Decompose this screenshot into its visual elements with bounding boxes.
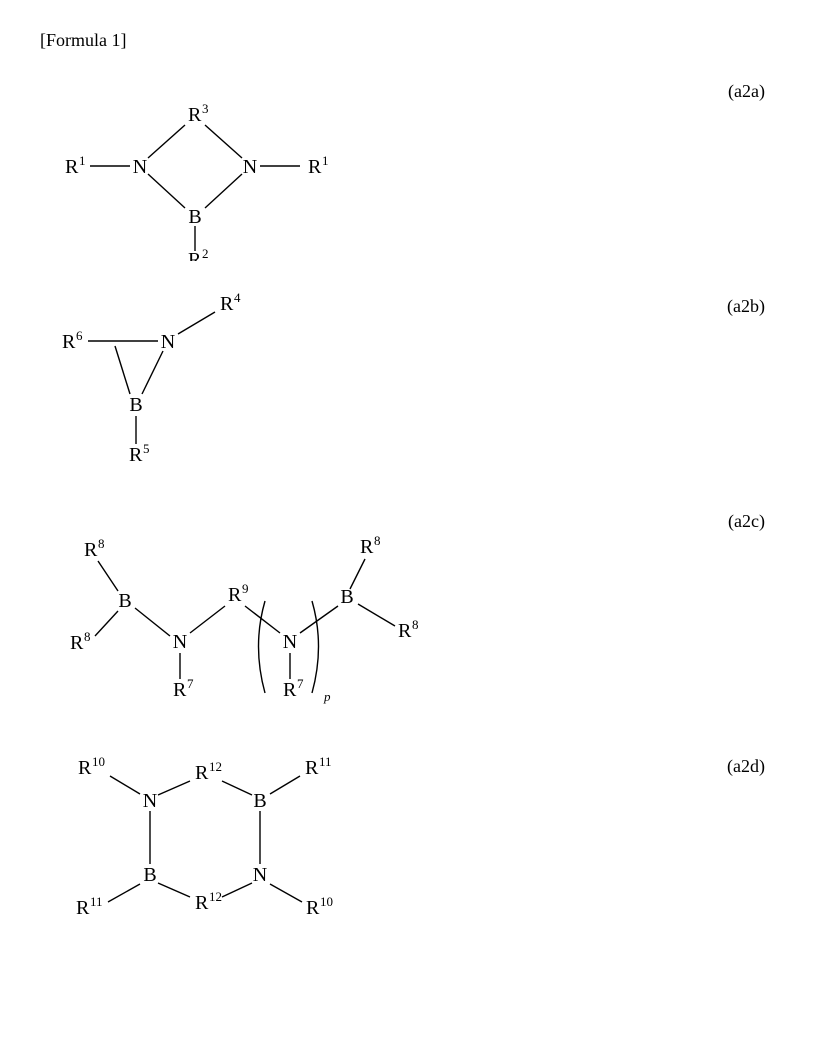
r12-t-sup: 12 [209,759,222,774]
atom-n-right: N [243,156,257,178]
atom-n-right: N [283,631,297,653]
label-a2b: (a2b) [300,286,785,317]
r3-base: R [188,104,202,126]
r10-br-sup: 10 [320,894,333,909]
atom-n: N [161,331,175,353]
structure-a2c: B N N B R 9 R 8 R 8 R 8 R 8 R 7 R 7 [40,501,785,726]
r12-b-sup: 12 [209,889,222,904]
r11-bl-base: R [76,897,90,919]
atom-n-left: N [133,156,147,178]
r1-right-sup: 1 [322,153,329,168]
atom-n-br: N [253,864,267,886]
formula-title: [Formula 1] [40,30,785,51]
r1-right-base: R [308,156,322,178]
atom-n-tl: N [143,790,157,812]
r8-br-base: R [398,620,412,642]
atom-b-left: B [118,590,131,612]
r11-bl-sup: 11 [90,894,103,909]
r3-sup: 3 [202,101,209,116]
r7-l-base: R [173,679,187,701]
atom-b: B [188,206,201,228]
r1-left-sup: 1 [79,153,86,168]
r8-tl-sup: 8 [98,536,105,551]
r8-tr-sup: 8 [374,533,381,548]
structure-a2c-svg: B N N B R 9 R 8 R 8 R 8 R 8 R 7 R 7 [40,501,460,726]
label-a2a: (a2a) [360,71,785,102]
r11-tr-base: R [305,757,319,779]
r10-tl-sup: 10 [92,754,105,769]
p-sub: p [323,689,331,704]
r2-sup: 2 [202,246,209,261]
atom-n-left: N [173,631,187,653]
atom-b-tr: B [253,790,266,812]
atom-b: B [129,394,142,416]
atom-b-right: B [340,586,353,608]
r11-tr-sup: 11 [319,754,332,769]
r8-tr-base: R [360,536,374,558]
r8-tl-base: R [84,539,98,561]
r12-b-base: R [195,892,209,914]
structure-a2d-svg: N B N B R 12 R 12 R 10 R 11 R 10 R 11 [40,746,400,951]
r1-left-base: R [65,156,79,178]
r9-base: R [228,584,242,606]
r6-base: R [62,331,76,353]
r10-tl-base: R [78,757,92,779]
structure-a2a-svg: N N B R 3 R 1 R 1 R 2 [40,71,360,266]
structure-a2b-svg: N B R 6 R 4 R 5 [40,286,300,481]
structure-a2a: N N B R 3 R 1 R 1 R 2 (a2a) [40,71,785,266]
r2-base: R [188,249,202,261]
r5-sup: 5 [143,441,150,456]
r12-t-base: R [195,762,209,784]
r7-l-sup: 7 [187,676,194,691]
r10-br-base: R [306,897,320,919]
r8-bl-sup: 8 [84,629,91,644]
r9-sup: 9 [242,581,249,596]
r7-r-sup: 7 [297,676,304,691]
r8-br-sup: 8 [412,617,419,632]
structure-a2b: N B R 6 R 4 R 5 (a2b) [40,286,785,481]
atom-b-bl: B [143,864,156,886]
r6-sup: 6 [76,328,83,343]
r7-r-base: R [283,679,297,701]
structure-a2d: N B N B R 12 R 12 R 10 R 11 R 10 R 11 (a… [40,746,785,951]
r4-base: R [220,293,234,315]
r4-sup: 4 [234,290,241,305]
label-a2c: (a2c) [460,501,785,532]
r8-bl-base: R [70,632,84,654]
r5-base: R [129,444,143,466]
label-a2d: (a2d) [400,746,785,777]
